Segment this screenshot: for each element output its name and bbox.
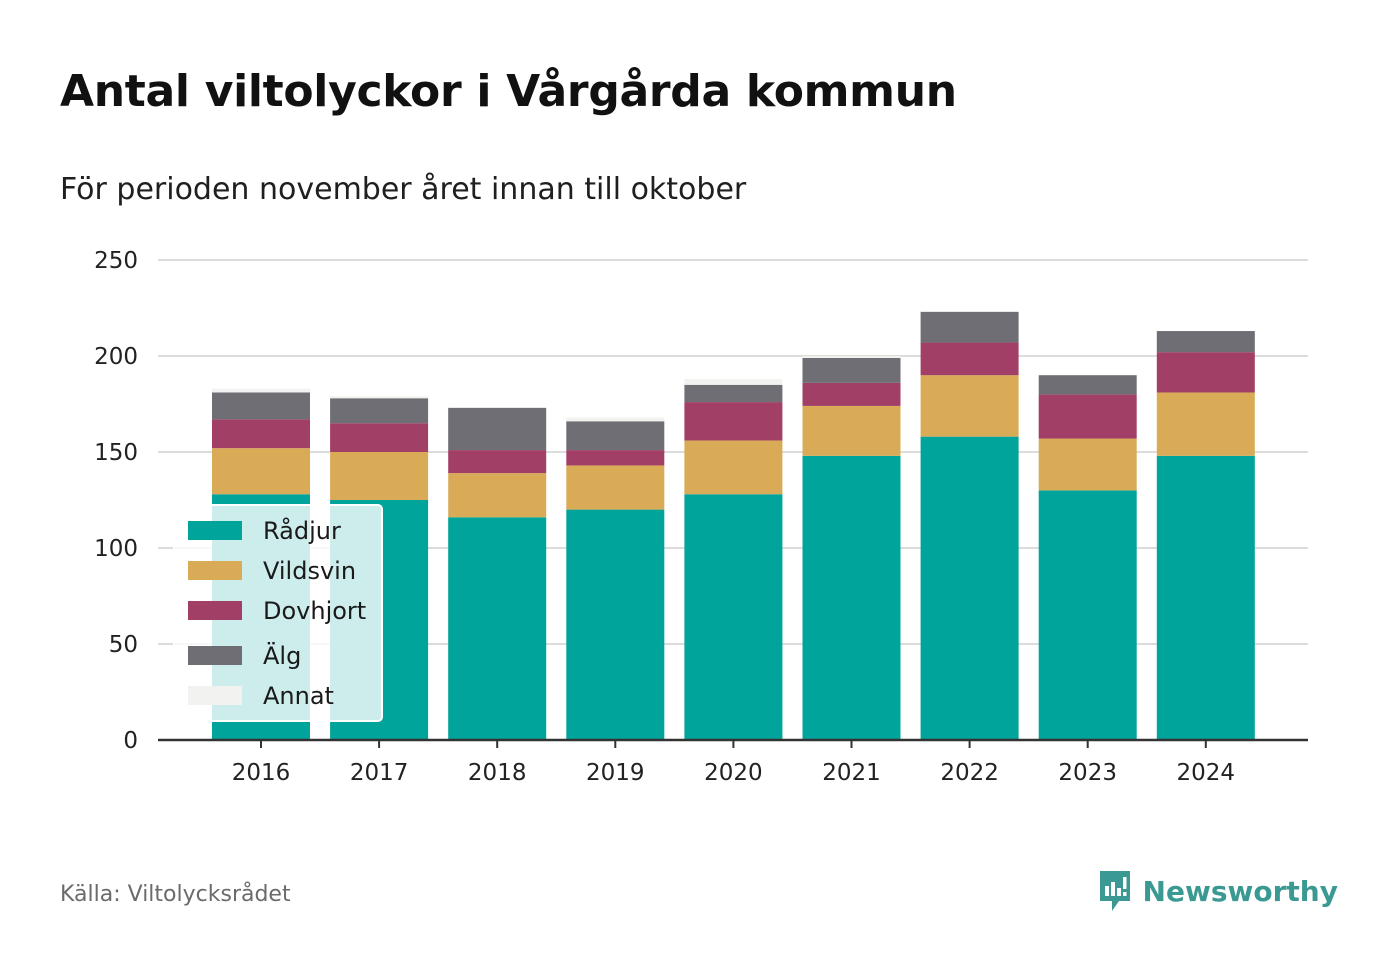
legend-swatch xyxy=(188,561,242,580)
legend-swatch xyxy=(188,601,242,620)
bar-segment xyxy=(1038,438,1137,491)
legend-label: Vildsvin xyxy=(263,557,356,585)
bar-segment xyxy=(1038,394,1137,439)
bar-segment xyxy=(920,311,1019,343)
bar-segment xyxy=(330,398,429,424)
bar-segment xyxy=(920,436,1019,740)
legend-label: Älg xyxy=(263,641,301,670)
x-tick-label: 2024 xyxy=(1177,760,1236,786)
bar-segment xyxy=(1156,331,1255,353)
y-tick-label: 0 xyxy=(123,728,138,754)
bar-segment xyxy=(212,419,310,449)
bar-segment xyxy=(684,440,783,495)
y-tick-label: 100 xyxy=(94,536,138,562)
chart-subtitle: För perioden november året innan till ok… xyxy=(60,172,747,207)
bar-segment xyxy=(566,417,665,422)
bar-segment xyxy=(1156,352,1255,393)
legend-swatch xyxy=(188,646,242,665)
x-tick-label: 2017 xyxy=(350,760,409,786)
x-tick-label: 2020 xyxy=(704,760,763,786)
axes: 0 50 100 150 200 250 2016 2017 2018 2019 2020 2021 2… xyxy=(94,248,1308,786)
bar-segment xyxy=(330,423,429,452)
bar-segment xyxy=(566,509,665,740)
bar-segment xyxy=(1156,392,1255,456)
legend-box xyxy=(173,504,383,722)
bar-segment xyxy=(212,448,310,495)
chart-title: Antal viltolyckor i Vårgårda kommun xyxy=(60,66,957,117)
legend-swatch xyxy=(188,521,242,540)
bar-segment xyxy=(448,407,547,451)
y-tick-label: 200 xyxy=(94,344,138,370)
bar-segment xyxy=(448,473,547,518)
bar-segment xyxy=(212,388,310,393)
brand-name: Newsworthy xyxy=(1142,874,1338,908)
bar-segment xyxy=(684,379,783,385)
bar-segment xyxy=(330,452,429,500)
bar-segment xyxy=(448,517,547,740)
x-tick-label: 2019 xyxy=(586,760,645,786)
bar-segment xyxy=(802,405,901,456)
x-tick-label: 2022 xyxy=(940,760,999,786)
legend-label: Rådjur xyxy=(263,516,341,545)
legend-label: Annat xyxy=(263,682,334,710)
bar-segment xyxy=(802,455,901,740)
bar-segment xyxy=(684,494,783,740)
legend-swatch xyxy=(188,686,242,705)
bar-segment xyxy=(920,342,1019,376)
bar-segment xyxy=(566,450,665,466)
bar-segment xyxy=(1156,455,1255,740)
bar-segment xyxy=(448,450,547,474)
y-tick-label: 250 xyxy=(94,248,138,274)
brand-logo[interactable]: Newsworthy xyxy=(1097,868,1338,914)
x-tick-label: 2016 xyxy=(232,760,291,786)
legend-label: Dovhjort xyxy=(263,597,366,625)
y-tick-label: 150 xyxy=(94,440,138,466)
x-tick-label: 2021 xyxy=(822,760,881,786)
bar-segment xyxy=(1038,375,1137,395)
bar-segment xyxy=(684,402,783,441)
y-tick-label: 50 xyxy=(109,632,138,658)
bar-segment xyxy=(330,396,429,399)
bar-segment xyxy=(684,384,783,403)
x-tick-label: 2023 xyxy=(1058,760,1117,786)
bar-segment xyxy=(802,357,901,383)
bar-segment xyxy=(802,356,901,358)
bar-segment xyxy=(566,465,665,510)
source-note: Källa: Viltolycksrådet xyxy=(60,882,291,907)
bar-segment xyxy=(802,382,901,406)
bar-segment xyxy=(212,392,310,420)
bar-segment xyxy=(920,375,1019,437)
bar-segment xyxy=(1038,490,1137,740)
legend: Rådjur Vildsvin Dovhjort Älg Annat xyxy=(173,504,383,722)
bar-segment xyxy=(566,421,665,451)
x-tick-label: 2018 xyxy=(468,760,527,786)
newsworthy-logo-icon xyxy=(1099,871,1130,911)
